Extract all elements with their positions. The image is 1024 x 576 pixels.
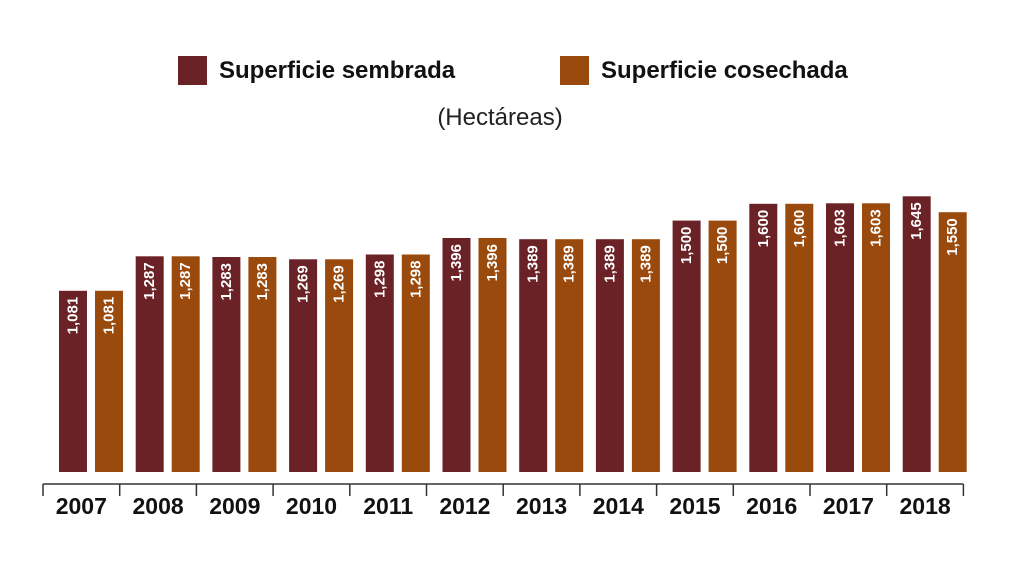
x-tick-label-2012: 2012 — [439, 493, 490, 519]
data-label-sown-2015: 1,500 — [678, 227, 695, 265]
bar-harvested-2015 — [708, 220, 737, 472]
data-label-harvested-2011: 1,298 — [407, 261, 424, 299]
data-label-harvested-2009: 1,283 — [254, 263, 271, 301]
data-label-harvested-2018: 1,550 — [944, 218, 961, 256]
data-label-harvested-2014: 1,389 — [637, 245, 654, 283]
bar-harvested-2014 — [631, 239, 660, 472]
x-tick-label-2007: 2007 — [56, 493, 107, 519]
bar-sown-2011 — [365, 254, 394, 472]
data-label-sown-2016: 1,600 — [755, 210, 772, 248]
x-tick-label-2014: 2014 — [593, 493, 644, 519]
x-tick-label-2018: 2018 — [900, 493, 951, 519]
bar-harvested-2012 — [478, 238, 507, 472]
bar-sown-2015 — [672, 220, 701, 472]
legend-label-harvested: Superficie cosechada — [601, 56, 848, 84]
bar-sown-2014 — [595, 239, 624, 472]
data-label-sown-2018: 1,645 — [908, 202, 925, 240]
data-label-sown-2014: 1,389 — [601, 245, 618, 283]
bar-sown-2018 — [902, 196, 931, 473]
bar-harvested-2009 — [248, 257, 277, 472]
bar-harvested-2013 — [555, 239, 584, 472]
bar-sown-2013 — [519, 239, 548, 472]
bar-harvested-2007 — [95, 290, 123, 472]
legend-label-sown: Superficie sembrada — [219, 56, 456, 84]
data-label-sown-2007: 1,081 — [65, 297, 82, 335]
bar-harvested-2017 — [862, 203, 890, 473]
data-label-sown-2013: 1,389 — [525, 245, 542, 283]
data-label-harvested-2015: 1,500 — [714, 227, 731, 265]
data-label-sown-2017: 1,603 — [832, 209, 849, 247]
bar-harvested-2008 — [171, 256, 200, 472]
data-label-harvested-2013: 1,389 — [561, 245, 578, 283]
data-label-harvested-2016: 1,600 — [791, 210, 808, 248]
data-label-sown-2008: 1,287 — [141, 262, 158, 300]
data-label-sown-2009: 1,283 — [218, 263, 235, 301]
data-label-sown-2012: 1,396 — [448, 244, 465, 282]
bar-sown-2017 — [826, 203, 854, 473]
data-label-sown-2010: 1,269 — [295, 265, 312, 303]
bar-sown-2010 — [289, 259, 318, 472]
data-label-sown-2011: 1,298 — [371, 261, 388, 299]
bar-harvested-2011 — [401, 254, 430, 472]
bar-sown-2009 — [212, 257, 241, 472]
x-tick-label-2017: 2017 — [823, 493, 874, 519]
x-tick-label-2008: 2008 — [133, 493, 184, 519]
legend-swatch-sown — [178, 56, 207, 85]
data-label-harvested-2012: 1,396 — [484, 244, 501, 282]
legend: Superficie sembrada Superficie cosechada — [0, 52, 1024, 88]
unit-label: (Hectáreas) — [437, 104, 563, 131]
x-tick-label-2016: 2016 — [746, 493, 797, 519]
bar-sown-2012 — [442, 238, 471, 472]
x-tick-label-2010: 2010 — [286, 493, 337, 519]
bar-harvested-2010 — [325, 259, 354, 472]
bar-sown-2016 — [749, 203, 778, 473]
data-label-harvested-2008: 1,287 — [177, 262, 194, 300]
x-tick-label-2013: 2013 — [516, 493, 567, 519]
legend-item-harvested: Superficie cosechada — [560, 56, 848, 85]
data-label-harvested-2010: 1,269 — [331, 265, 348, 303]
bar-sown-2008 — [135, 256, 164, 472]
legend-item-sown: Superficie sembrada — [178, 56, 455, 85]
legend-swatch-harvested — [560, 56, 589, 85]
bar-sown-2007 — [59, 290, 87, 472]
bar-harvested-2016 — [785, 203, 814, 473]
x-tick-label-2011: 2011 — [363, 493, 413, 519]
x-tick-label-2015: 2015 — [669, 493, 720, 519]
x-tick-label-2009: 2009 — [209, 493, 260, 519]
data-label-harvested-2007: 1,081 — [101, 297, 118, 335]
bar-harvested-2018 — [938, 212, 967, 472]
data-label-harvested-2017: 1,603 — [868, 209, 885, 247]
